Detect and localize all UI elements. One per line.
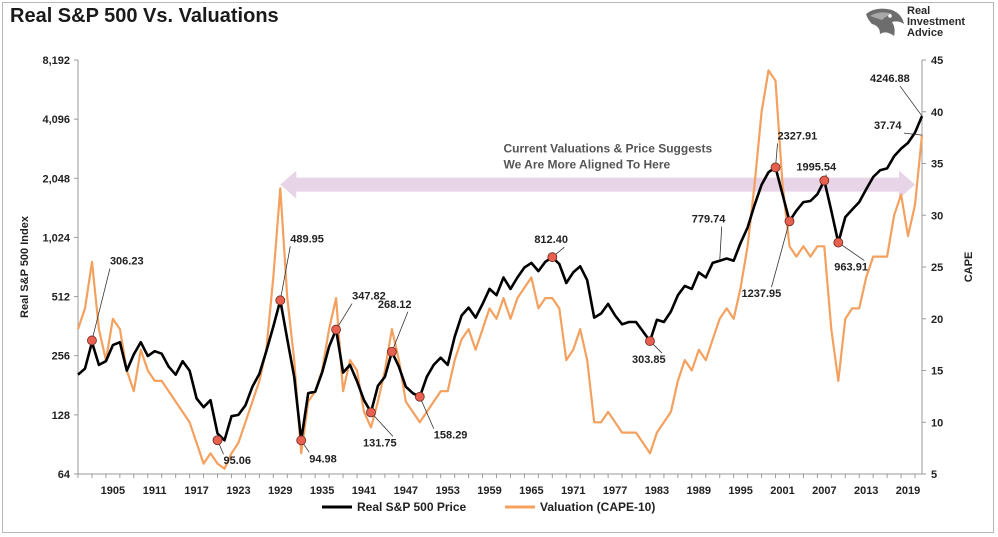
right-tick-label: 5 — [931, 469, 937, 481]
left-tick-label: 8,192 — [42, 55, 70, 67]
annotation-label: 303.85 — [632, 354, 666, 366]
right-axis-label: CAPE — [963, 252, 975, 283]
annotation-marker — [547, 252, 558, 263]
x-tick-label: 1917 — [184, 485, 208, 497]
right-tick-label: 45 — [931, 55, 943, 67]
annotation-marker — [770, 162, 781, 173]
callout-text: Current Valuations & Price Suggests — [503, 142, 712, 156]
left-axis-label: Real S&P 500 Index — [19, 215, 31, 318]
left-tick-label: 2,048 — [42, 173, 70, 185]
left-tick-label: 128 — [52, 410, 70, 422]
x-tick-label: 1923 — [226, 485, 250, 497]
annotation-marker — [331, 324, 341, 335]
annotation-marker — [784, 216, 795, 227]
annotation-marker — [819, 175, 830, 186]
annotation-label: 489.95 — [290, 233, 324, 245]
x-tick-label: 1983 — [645, 485, 669, 497]
right-tick-label: 30 — [931, 210, 943, 222]
x-tick-label: 1995 — [728, 485, 752, 497]
left-tick-label: 512 — [52, 292, 70, 304]
annotation-label: 4246.88 — [870, 73, 910, 85]
x-tick-label: 1971 — [561, 485, 585, 497]
x-tick-label: 1905 — [101, 485, 125, 497]
x-tick-label: 1929 — [268, 485, 292, 497]
annotation-marker — [386, 346, 397, 357]
annotation-leader — [903, 132, 923, 136]
annotation-leader — [771, 221, 790, 288]
logo-line: Investment — [907, 16, 966, 28]
chart-title: Real S&P 500 Vs. Valuations — [10, 5, 279, 27]
annotation-marker — [212, 435, 223, 446]
left-tick-label: 4,096 — [42, 114, 70, 126]
x-tick-label: 1977 — [603, 485, 627, 497]
callout-arrow — [280, 170, 916, 199]
x-tick-label: 1941 — [352, 485, 376, 497]
logo-text: Real Investment Advice — [907, 6, 965, 39]
logo-line: Real — [907, 5, 931, 17]
annotation-leader — [391, 311, 409, 352]
x-tick-label: 2019 — [896, 485, 920, 497]
left-tick-label: 256 — [52, 351, 70, 363]
x-tick-label: 1947 — [394, 485, 418, 497]
annotation-leader — [91, 268, 111, 341]
logo: Real Investment Advice — [862, 6, 982, 44]
annotation-label: 131.75 — [363, 437, 397, 449]
price-series-line — [77, 115, 924, 442]
annotation-label: 779.74 — [692, 214, 727, 226]
annotation-marker — [414, 391, 425, 402]
annotation-leader — [419, 396, 435, 429]
right-tick-label: 25 — [931, 262, 943, 274]
annotation-leader — [719, 226, 723, 261]
x-tick-label: 2001 — [770, 485, 794, 497]
right-tick-label: 10 — [931, 417, 943, 429]
x-tick-label: 1953 — [435, 485, 459, 497]
left-tick-label: 64 — [58, 469, 71, 481]
annotation-leader — [899, 85, 923, 117]
annotation-label: 306.23 — [110, 255, 144, 267]
x-tick-label: 2013 — [854, 485, 878, 497]
annotation-label: 158.29 — [434, 430, 468, 442]
annotation-label: 347.82 — [352, 291, 386, 303]
annotation-label: 963.91 — [834, 262, 868, 274]
annotation-leader — [279, 246, 291, 301]
right-tick-label: 20 — [931, 314, 943, 326]
annotation-label: 1237.95 — [741, 288, 781, 300]
right-tick-label: 15 — [931, 366, 943, 378]
annotation-marker — [366, 407, 376, 418]
right-tick-label: 40 — [931, 107, 943, 119]
annotation-label: 2327.91 — [778, 130, 818, 142]
annotation-label: 94.98 — [309, 453, 337, 465]
eagle-head-icon — [866, 8, 904, 36]
cape-series-line — [76, 69, 924, 470]
callout-text: We Are More Aligned To Here — [503, 158, 670, 172]
x-tick-label: 1935 — [310, 485, 334, 497]
annotation-leader — [370, 412, 394, 437]
annotation-label: 1995.54 — [796, 161, 837, 173]
right-tick-label: 35 — [931, 159, 943, 171]
annotation-label: 37.74 — [874, 120, 902, 132]
x-tick-label: 1989 — [687, 485, 711, 497]
annotation-marker — [275, 295, 286, 306]
annotation-marker — [645, 336, 655, 346]
annotation-marker — [833, 237, 844, 248]
legend-label-price: Real S&P 500 Price — [357, 500, 467, 514]
logo-line: Advice — [907, 27, 944, 39]
annotation-leader — [335, 303, 353, 330]
x-tick-label: 1965 — [519, 485, 543, 497]
annotation-marker — [87, 335, 97, 346]
annotation-label: 268.12 — [378, 299, 412, 311]
annotation-marker — [296, 435, 307, 446]
x-tick-label: 2007 — [812, 485, 836, 497]
legend-label-cape: Valuation (CAPE-10) — [540, 500, 655, 514]
x-tick-label: 1959 — [477, 485, 501, 497]
annotation-leader — [838, 242, 865, 261]
x-tick-label: 1911 — [143, 485, 167, 497]
left-tick-label: 1,024 — [42, 232, 70, 244]
annotation-label: 812.40 — [534, 234, 568, 246]
annotation-label: 95.06 — [224, 455, 252, 467]
